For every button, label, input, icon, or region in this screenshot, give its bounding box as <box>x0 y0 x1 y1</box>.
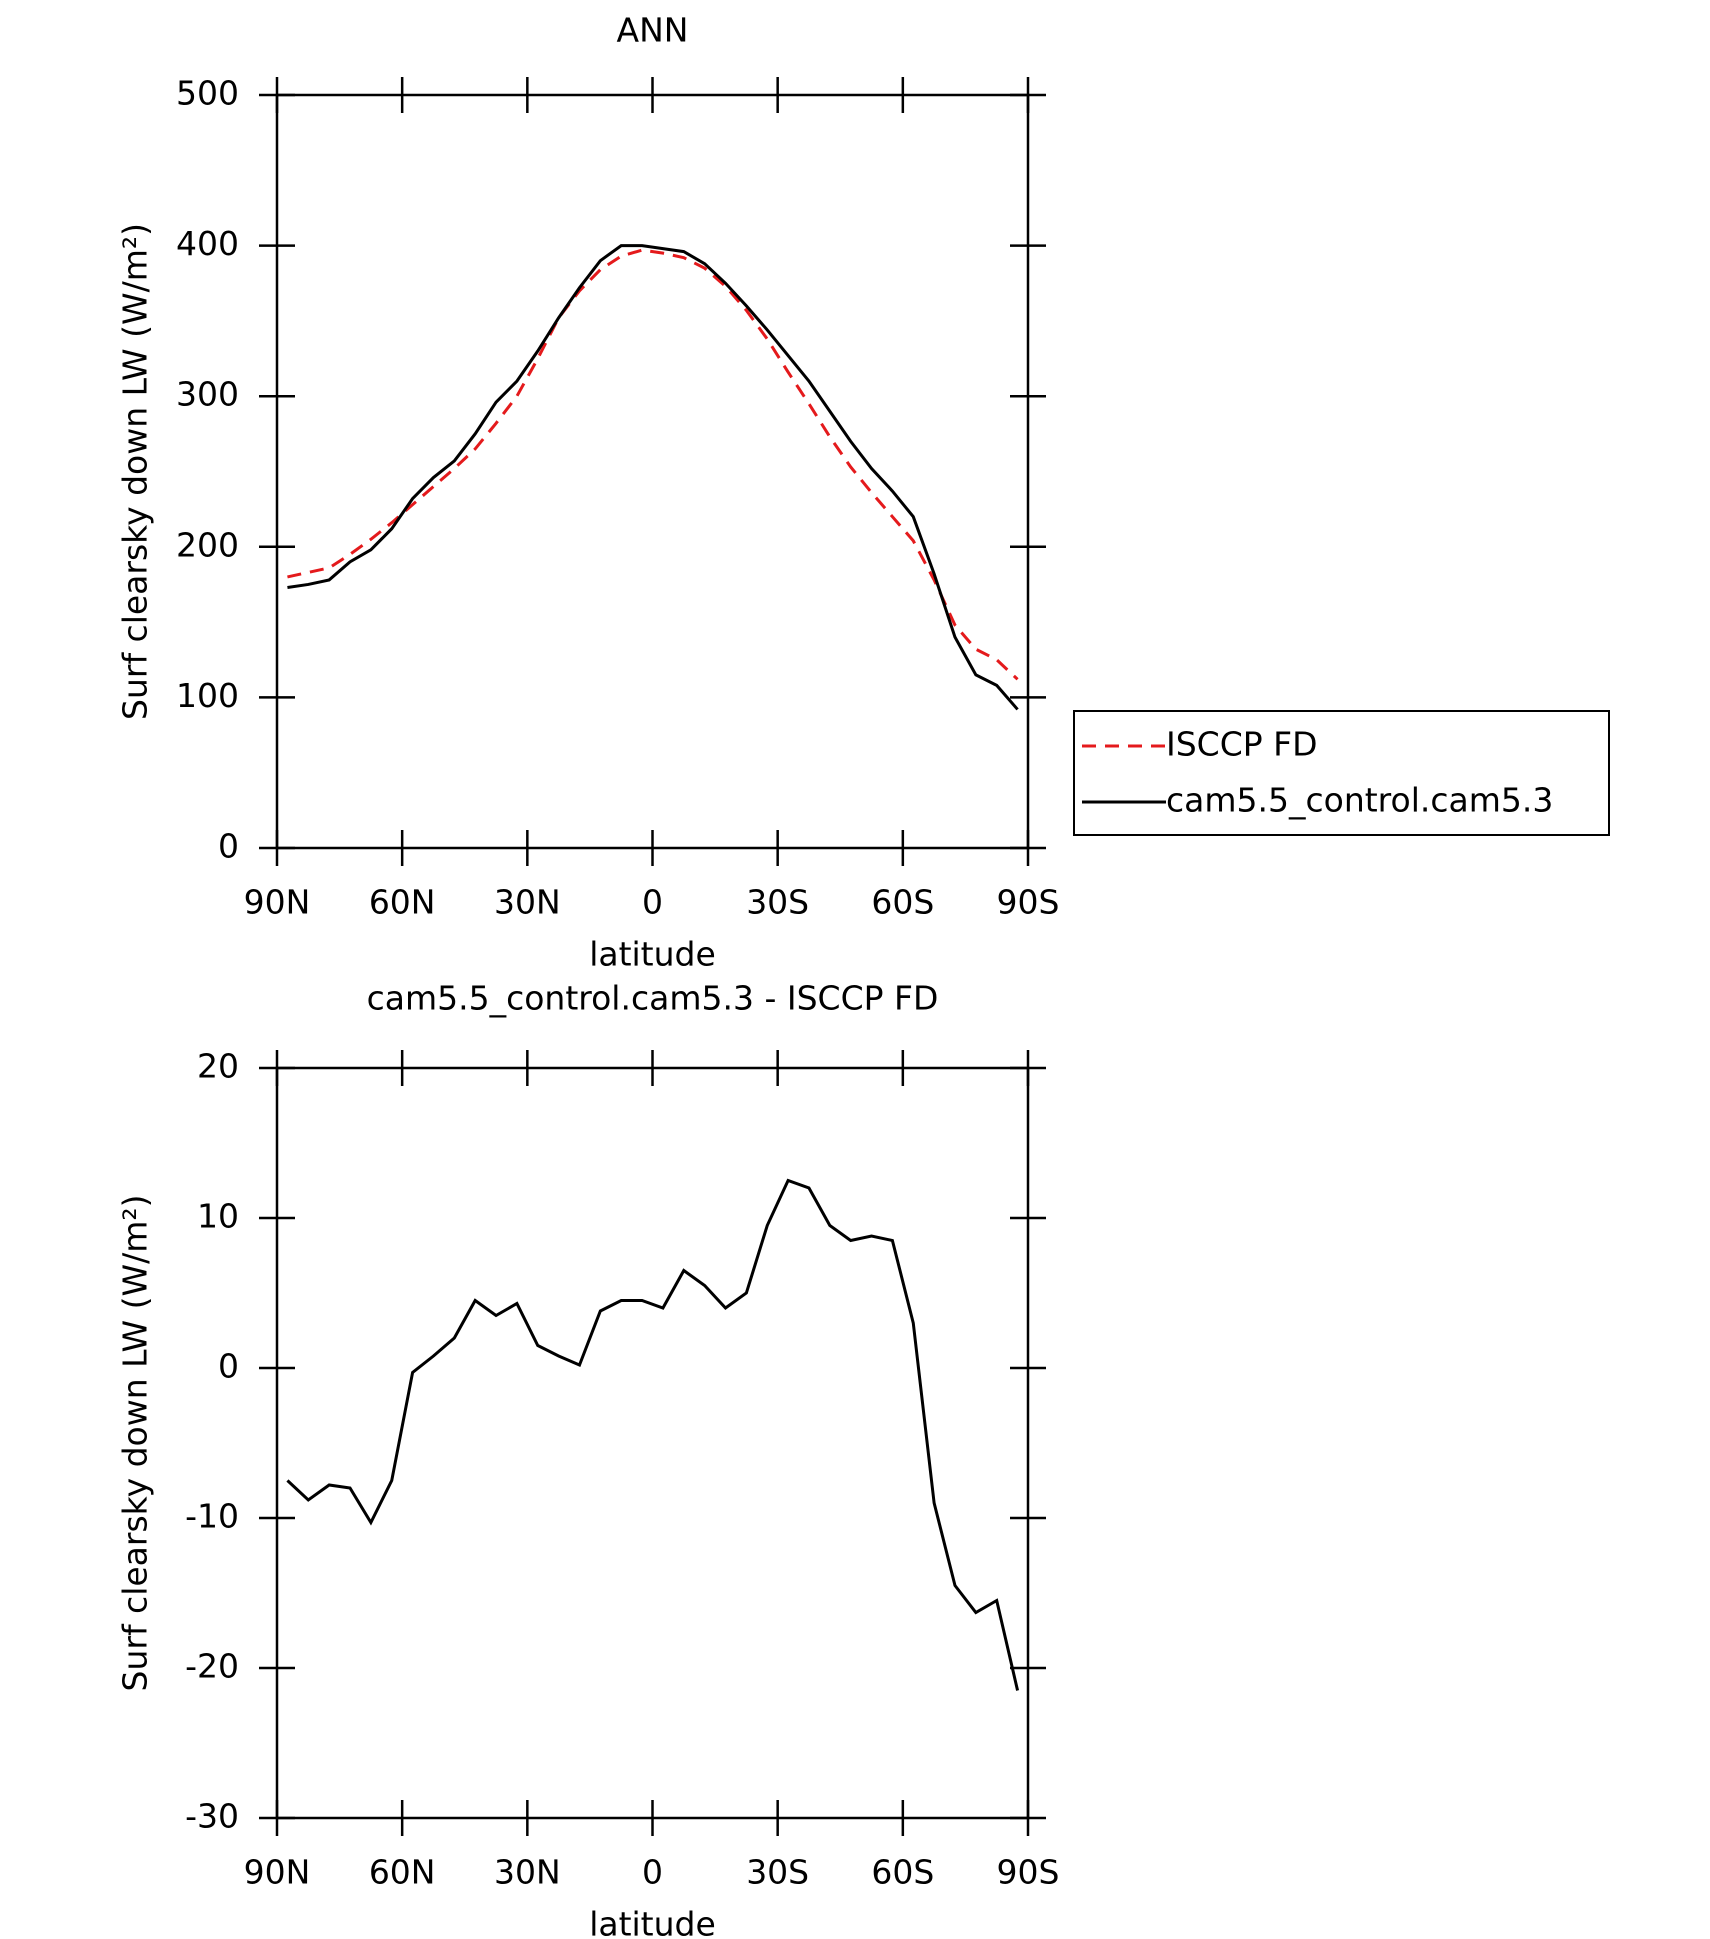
x-axis-label: latitude <box>589 935 716 974</box>
y-tick-label: 400 <box>176 224 239 263</box>
x-tick-label: 0 <box>642 883 663 922</box>
y-tick-label: -20 <box>185 1647 239 1686</box>
y-tick-label: 10 <box>197 1197 239 1236</box>
y-tick-label: 200 <box>176 525 239 564</box>
x-axis-label: latitude <box>589 1905 716 1939</box>
x-tick-label: 90N <box>244 1853 311 1892</box>
y-tick-label: 500 <box>176 74 239 113</box>
data-line <box>287 248 1019 681</box>
legend-label: ISCCP FD <box>1166 725 1318 764</box>
x-tick-label: 60S <box>871 1853 934 1892</box>
x-tick-label: 30S <box>746 883 809 922</box>
x-tick-label: 30N <box>494 1853 561 1892</box>
y-tick-label: 100 <box>176 676 239 715</box>
y-tick-label: 0 <box>218 827 239 866</box>
y-tick-label: 300 <box>176 375 239 414</box>
x-tick-label: 60N <box>369 883 436 922</box>
y-tick-label: -30 <box>185 1797 239 1836</box>
x-tick-label: 0 <box>642 1853 663 1892</box>
legend-label: cam5.5_control.cam5.3 <box>1166 781 1553 820</box>
plot-frame <box>275 1066 1030 1820</box>
chart-title: ANN <box>617 11 689 50</box>
legend-box <box>1073 710 1610 836</box>
x-tick-label: 60S <box>871 883 934 922</box>
y-tick-label: -10 <box>185 1497 239 1536</box>
x-tick-label: 30S <box>746 1853 809 1892</box>
x-tick-label: 30N <box>494 883 561 922</box>
y-tick-label: 20 <box>197 1047 239 1086</box>
y-tick-label: 0 <box>218 1347 239 1386</box>
data-line <box>287 244 1019 711</box>
x-tick-label: 90S <box>997 883 1060 922</box>
x-tick-label: 90S <box>997 1853 1060 1892</box>
x-tick-label: 90N <box>244 883 311 922</box>
chart-title: cam5.5_control.cam5.3 - ISCCP FD <box>367 979 939 1018</box>
plot-frame <box>275 93 1030 850</box>
y-axis-label: Surf clearsky down LW (W/m²) <box>116 223 155 720</box>
data-line <box>286 1178 1020 1691</box>
x-tick-label: 60N <box>369 1853 436 1892</box>
y-axis-label: Surf clearsky down LW (W/m²) <box>116 1195 155 1692</box>
